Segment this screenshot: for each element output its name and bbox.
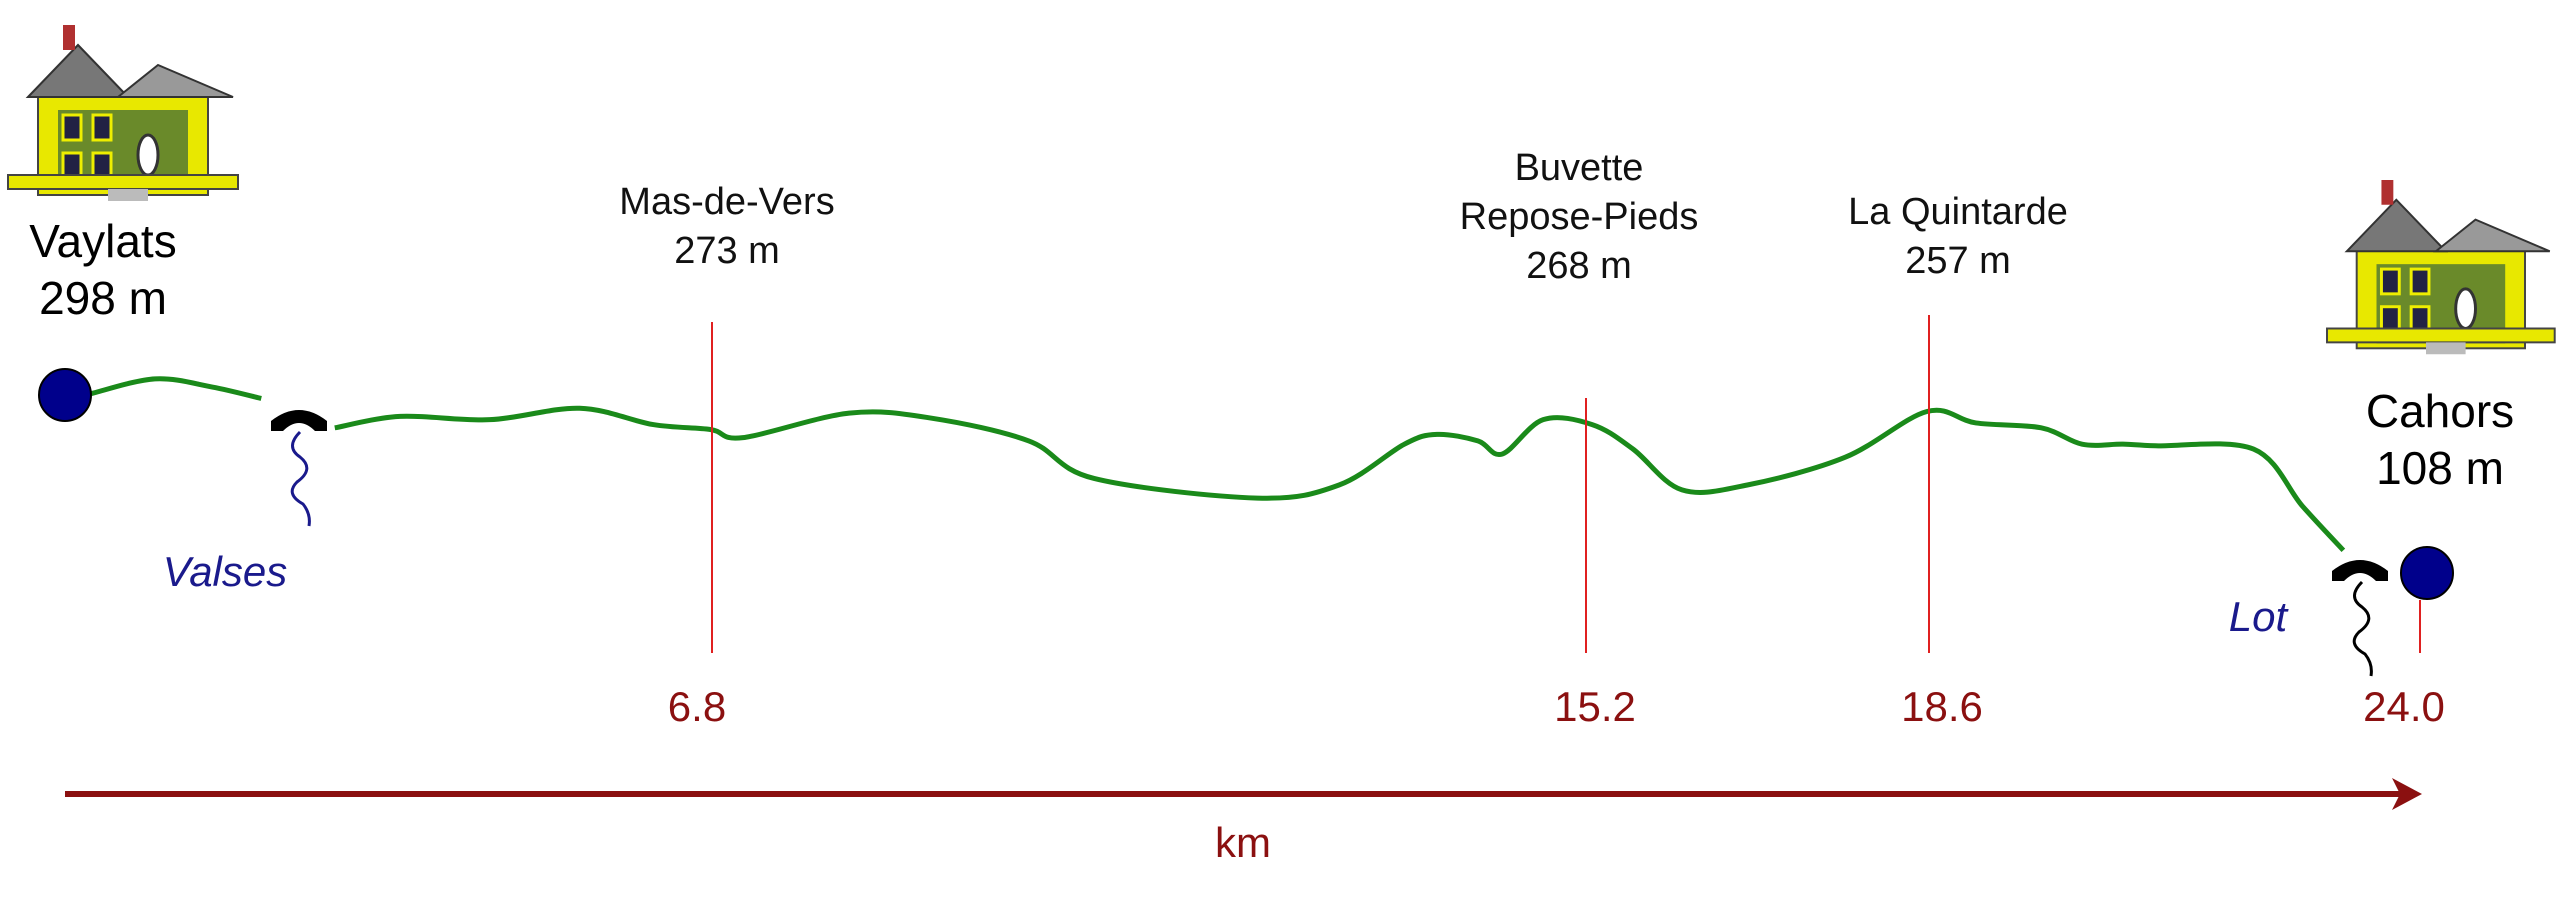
river-line <box>2352 580 2373 677</box>
km-label: 6.8 <box>668 683 726 730</box>
km-label: 15.2 <box>1554 683 1636 730</box>
start-point <box>38 368 92 422</box>
waypoint-label: Mas-de-Vers <box>619 181 834 223</box>
waypoint-label: La Quintarde <box>1848 191 2068 233</box>
waypoint-label: 268 m <box>1526 245 1632 287</box>
place-name: Cahors <box>2366 385 2514 437</box>
bridge-icon <box>271 410 327 431</box>
bridge-icon <box>2332 560 2388 581</box>
river-name: Valses <box>163 548 288 595</box>
km-label: 18.6 <box>1901 683 1983 730</box>
end-point <box>2400 546 2454 600</box>
house-icon <box>6 23 240 203</box>
axis-arrow <box>2392 778 2422 810</box>
waypoint-label: 257 m <box>1905 240 2011 282</box>
river-name: Lot <box>2229 593 2290 640</box>
house-icon <box>2325 178 2557 356</box>
place-name: Vaylats <box>29 215 176 267</box>
place-elevation: 108 m <box>2376 442 2504 494</box>
axis-label: km <box>1215 819 1271 866</box>
waypoint-label: 273 m <box>674 230 780 272</box>
waypoint-label: Repose-Pieds <box>1460 196 1699 238</box>
profile-line <box>90 376 2346 553</box>
km-label: 24.0 <box>2363 683 2445 730</box>
river-line <box>290 430 311 527</box>
waypoint-label: Buvette <box>1515 147 1644 189</box>
place-elevation: 298 m <box>39 272 167 324</box>
